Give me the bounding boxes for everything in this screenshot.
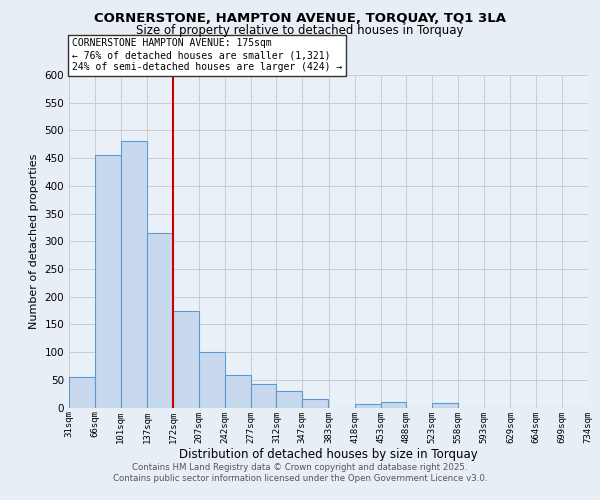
Bar: [380, 402, 406, 407]
Text: CORNERSTONE HAMPTON AVENUE: 175sqm
← 76% of detached houses are smaller (1,321)
: CORNERSTONE HAMPTON AVENUE: 175sqm ← 76%…: [71, 38, 342, 72]
Bar: [95, 156, 121, 408]
Bar: [225, 376, 251, 408]
Text: Size of property relative to detached houses in Torquay: Size of property relative to detached ho…: [136, 24, 464, 37]
Text: Contains public sector information licensed under the Open Government Licence v3: Contains public sector information licen…: [113, 474, 487, 483]
Y-axis label: Number of detached properties: Number of detached properties: [29, 154, 39, 329]
Bar: [302, 399, 328, 407]
Bar: [251, 384, 277, 407]
Text: Contains HM Land Registry data © Crown copyright and database right 2025.: Contains HM Land Registry data © Crown c…: [132, 462, 468, 471]
Bar: [432, 403, 458, 407]
Text: CORNERSTONE, HAMPTON AVENUE, TORQUAY, TQ1 3LA: CORNERSTONE, HAMPTON AVENUE, TORQUAY, TQ…: [94, 12, 506, 26]
X-axis label: Distribution of detached houses by size in Torquay: Distribution of detached houses by size …: [179, 448, 478, 461]
Bar: [277, 391, 302, 407]
Bar: [173, 310, 199, 408]
Bar: [199, 352, 225, 408]
Bar: [147, 233, 173, 408]
Bar: [355, 404, 380, 407]
Bar: [69, 377, 95, 408]
Bar: [121, 142, 146, 408]
